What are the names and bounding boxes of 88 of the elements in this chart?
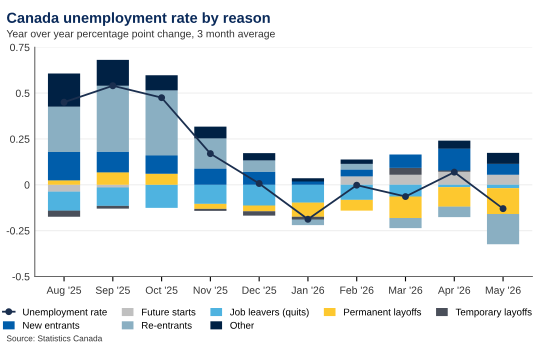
bar: [194, 168, 226, 185]
x-tick-label: Feb '26: [340, 286, 374, 294]
y-tick-label: 0.75: [10, 44, 30, 52]
legend-label: Unemployment rate: [23, 308, 107, 318]
bar: [292, 184, 324, 203]
bar: [243, 184, 276, 206]
bar: [438, 206, 470, 218]
point: [206, 150, 214, 158]
bar: [486, 152, 520, 164]
x-tick-label: Nov '25: [194, 286, 228, 294]
point: [500, 205, 507, 212]
bar: [243, 206, 276, 212]
point: [450, 168, 458, 176]
bar: [340, 176, 373, 185]
bar: [243, 160, 276, 172]
bar: [389, 154, 422, 168]
bar: [48, 73, 80, 107]
bar: [438, 140, 470, 149]
y-tick-label: 0.5: [16, 90, 30, 97]
bar: [389, 218, 422, 228]
y-tick-label: -0.5: [12, 273, 30, 280]
bar: [194, 126, 226, 138]
legend-label: Permanent layoffs: [344, 308, 422, 318]
x-tick-label: Oct '25: [146, 286, 178, 294]
bar: [48, 192, 80, 211]
bar: [96, 172, 129, 185]
chart-subtitle: Year over year percentage point change, 3 month average: [6, 30, 275, 40]
bar: [96, 86, 129, 152]
bar: [292, 182, 324, 185]
x-tick-label: Dec '25: [242, 286, 276, 294]
bar: [194, 184, 226, 204]
legend-label: Future starts: [142, 308, 196, 316]
bar: [486, 174, 520, 185]
y-tick-label: 0: [24, 181, 30, 189]
x-tick-label: May '26: [486, 286, 521, 296]
bar: [194, 204, 226, 209]
bar: [48, 106, 80, 152]
bar: [486, 214, 520, 244]
bar: [146, 90, 178, 156]
point: [402, 193, 409, 200]
bar: [438, 187, 470, 207]
legend-label: Re-entrants: [142, 322, 192, 329]
bar: [48, 184, 80, 192]
bar: [243, 153, 276, 160]
bar: [389, 196, 422, 218]
point: [60, 98, 68, 106]
y-tick-label: -0.25: [6, 227, 30, 235]
bar: [96, 188, 129, 206]
bar: [340, 164, 373, 170]
bar: [486, 188, 520, 214]
bar: [389, 174, 422, 185]
bar: [146, 174, 178, 185]
bar: [96, 184, 129, 188]
bar: [96, 206, 129, 209]
chart-title: Canada unemployment rate by reason: [7, 12, 270, 26]
bar: [243, 211, 276, 216]
x-tick-label: Mar '26: [389, 286, 422, 294]
point: [353, 182, 360, 189]
bar: [389, 168, 422, 175]
bar: [96, 60, 129, 86]
point: [109, 82, 116, 90]
bar: [48, 180, 80, 185]
legend-label: Job leavers (quits): [230, 308, 309, 318]
x-tick-label: Aug '25: [46, 286, 82, 296]
point: [304, 216, 312, 223]
bar: [48, 210, 80, 217]
bar: [96, 152, 129, 172]
bar: [292, 178, 324, 182]
legend-label: Temporary layoffs: [456, 308, 532, 318]
bar: [438, 148, 470, 170]
bar: [146, 184, 178, 208]
bar: [48, 152, 80, 180]
bar: [486, 184, 520, 188]
y-tick-label: 0.25: [10, 135, 30, 143]
x-tick-label: Jan '26: [291, 286, 324, 294]
x-tick-label: Apr '26: [438, 286, 470, 296]
x-tick-label: Sep '25: [96, 286, 130, 296]
legend-label: New entrants: [23, 322, 80, 329]
bar: [340, 159, 373, 164]
bar: [146, 75, 178, 90]
source-note: Source: Statistics Canada: [6, 335, 102, 342]
bar: [340, 200, 373, 211]
bar: [486, 164, 520, 175]
point: [158, 94, 166, 102]
bar: [340, 170, 373, 176]
legend-label: Other: [230, 322, 254, 329]
bar: [146, 155, 178, 174]
point: [256, 180, 263, 187]
